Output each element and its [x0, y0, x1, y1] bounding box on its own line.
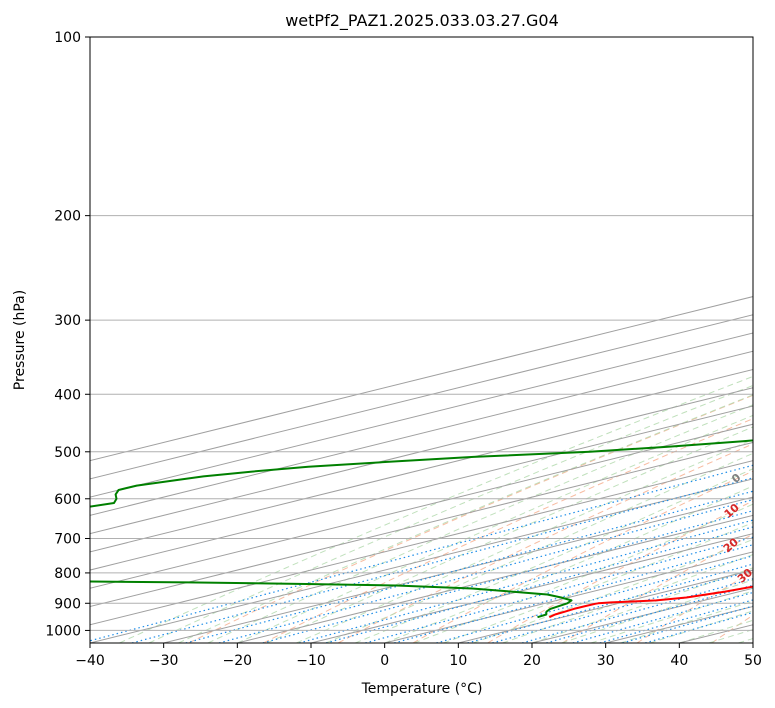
mixing-ratio-line [325, 526, 753, 643]
moist-adiabat [355, 468, 753, 643]
isotherm [90, 405, 753, 571]
y-tick-label: 200 [54, 209, 81, 225]
x-tick-label: −40 [75, 653, 105, 669]
x-tick-label: −30 [149, 653, 179, 669]
mixing-ratio-line [90, 464, 753, 642]
mixing-ratio-line [394, 544, 753, 643]
moist-adiabat [561, 579, 753, 643]
y-axis: 1000 900 800 700 600 500 400 300 200 100 [45, 30, 90, 639]
x-tick-label: −20 [223, 653, 253, 669]
y-tick-label: 900 [54, 596, 81, 612]
isotherm [90, 387, 753, 553]
isotherm [163, 496, 753, 643]
moist-adiabat [413, 503, 753, 643]
isotherm [90, 460, 753, 626]
x-tick-label: 0 [380, 653, 389, 669]
background-lines [90, 296, 753, 643]
isotherm [237, 514, 753, 643]
chart-title: wetPf2_PAZ1.2025.033.03.27.G04 [285, 11, 559, 31]
mixing-ratio-line [365, 536, 753, 643]
y-tick-label: 800 [54, 566, 81, 582]
moist-adiabat [384, 485, 753, 643]
y-tick-label: 300 [54, 313, 81, 329]
plot-frame [89, 36, 754, 644]
y-tick-label: 500 [54, 445, 81, 461]
y-tick-label: 700 [54, 532, 81, 548]
isotherm [90, 314, 753, 480]
isotherm [90, 332, 753, 498]
dry-adiabat [562, 533, 753, 643]
isotherm [90, 478, 753, 643]
mixing-ratio-line [131, 477, 753, 643]
pressure-gridlines [90, 37, 753, 631]
y-tick-label: 400 [54, 387, 81, 403]
y-axis-label: Pressure (hPa) [12, 290, 28, 390]
x-tick-label: 40 [670, 653, 688, 669]
dry-adiabat [263, 418, 753, 643]
mixing-ratio-line [436, 555, 753, 643]
x-axis-label: Temperature (°C) [361, 681, 483, 697]
x-tick-label: 50 [744, 653, 762, 669]
mixing-ratio-line [185, 490, 753, 643]
dry-adiabat [337, 443, 753, 643]
y-tick-label: 100 [54, 30, 81, 46]
x-axis: −40 −30 −20 −10 0 10 20 30 40 50 [75, 643, 762, 669]
moist-adiabat [207, 404, 753, 643]
x-tick-label: −10 [296, 653, 326, 669]
dry-adiabat-label: 30 [735, 566, 755, 586]
y-tick-label: 1000 [45, 623, 81, 639]
isotherm [90, 423, 753, 589]
isotherm [90, 441, 753, 608]
x-tick-label: 10 [449, 653, 467, 669]
mixing-ratio-line [262, 510, 753, 643]
x-tick-label: 20 [523, 653, 541, 669]
x-tick-label: 30 [597, 653, 615, 669]
isotherm [310, 533, 753, 643]
moist-adiabat [148, 384, 753, 643]
moist-adiabat [472, 538, 753, 643]
moist-adiabat [237, 414, 753, 643]
isotherm [90, 296, 753, 462]
y-tick-label: 600 [54, 492, 81, 508]
moist-adiabat [266, 426, 753, 643]
